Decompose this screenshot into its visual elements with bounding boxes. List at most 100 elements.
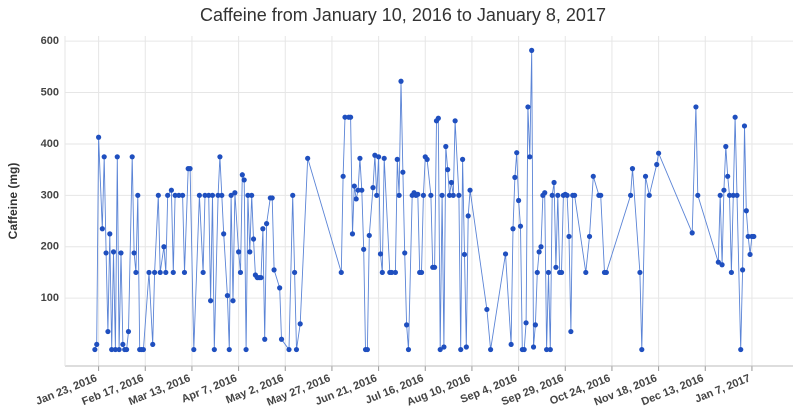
data-point [564,192,570,198]
data-point [232,190,238,196]
data-point [555,192,561,198]
data-point [734,192,740,198]
data-point [118,250,124,256]
data-point [269,195,275,201]
data-point [450,192,456,198]
data-point [208,298,214,304]
data-point [196,192,202,198]
data-point [538,244,544,250]
data-point [209,192,216,198]
data-point [260,226,266,232]
data-point [424,156,430,162]
y-tick-label: 100 [41,292,59,304]
data-point [109,346,115,353]
data-point [247,249,253,255]
data-point [349,231,356,237]
data-point [215,192,221,198]
data-point [131,250,137,256]
data-point [155,192,161,198]
data-point [544,346,550,353]
data-point [435,115,441,121]
data-point [629,166,636,172]
y-tick-label: 500 [41,86,59,98]
data-point [152,269,158,276]
data-point [448,179,454,186]
data-point [467,187,473,193]
data-point [105,328,111,335]
data-point [510,226,516,232]
data-point [536,249,542,255]
data-point [120,341,126,348]
data-point [523,320,529,326]
data-point [379,269,385,276]
data-point [305,155,311,161]
data-point [512,174,518,180]
data-point [241,177,247,183]
data-point [392,269,398,276]
data-point [277,285,283,291]
data-point [110,249,117,255]
data-point [133,269,139,276]
data-point [402,250,408,256]
data-point [219,192,225,198]
data-point [359,187,365,193]
data-point [376,154,382,160]
data-point [463,344,469,350]
data-point [297,321,303,327]
data-point [695,192,701,198]
y-tick-label: 600 [41,35,59,47]
data-point [140,346,146,353]
data-point [168,187,174,193]
y-tick-label: 400 [41,138,59,150]
data-point [293,346,300,353]
data-point [400,169,406,175]
data-point [202,192,208,198]
data-point [398,78,404,84]
data-point [278,336,285,342]
data-point [264,221,270,227]
data-point [547,346,553,353]
data-point [639,346,645,353]
data-point [342,114,348,120]
data-point [420,192,426,198]
data-point [394,156,400,162]
data-point [460,156,466,162]
data-point [96,134,102,140]
data-point [258,274,264,281]
data-point [603,269,609,276]
data-point [187,166,193,172]
data-point [443,143,449,150]
data-point [437,346,443,353]
data-point [357,155,363,161]
data-point [129,154,135,160]
data-point [239,172,245,178]
data-point [728,269,735,276]
data-point [456,192,462,198]
data-point [525,104,531,110]
data-point [165,192,171,198]
data-point [364,346,370,353]
data-point [521,346,527,353]
data-point [637,269,643,276]
y-tick-label: 300 [41,189,59,201]
data-point [458,346,464,353]
data-point [353,196,359,202]
data-point [92,346,98,353]
data-point [290,192,296,198]
data-point [377,251,384,257]
data-point [439,192,445,198]
data-point [361,246,367,252]
data-point [726,192,733,198]
data-point [250,236,257,242]
data-point [586,233,593,240]
data-point [217,154,223,160]
data-point [428,192,434,198]
data-point [224,292,230,299]
data-point [228,192,234,198]
data-point [351,183,357,189]
data-point [262,336,268,342]
data-point [161,244,167,250]
data-point [642,173,649,179]
data-point [116,346,122,353]
data-point [551,179,557,186]
